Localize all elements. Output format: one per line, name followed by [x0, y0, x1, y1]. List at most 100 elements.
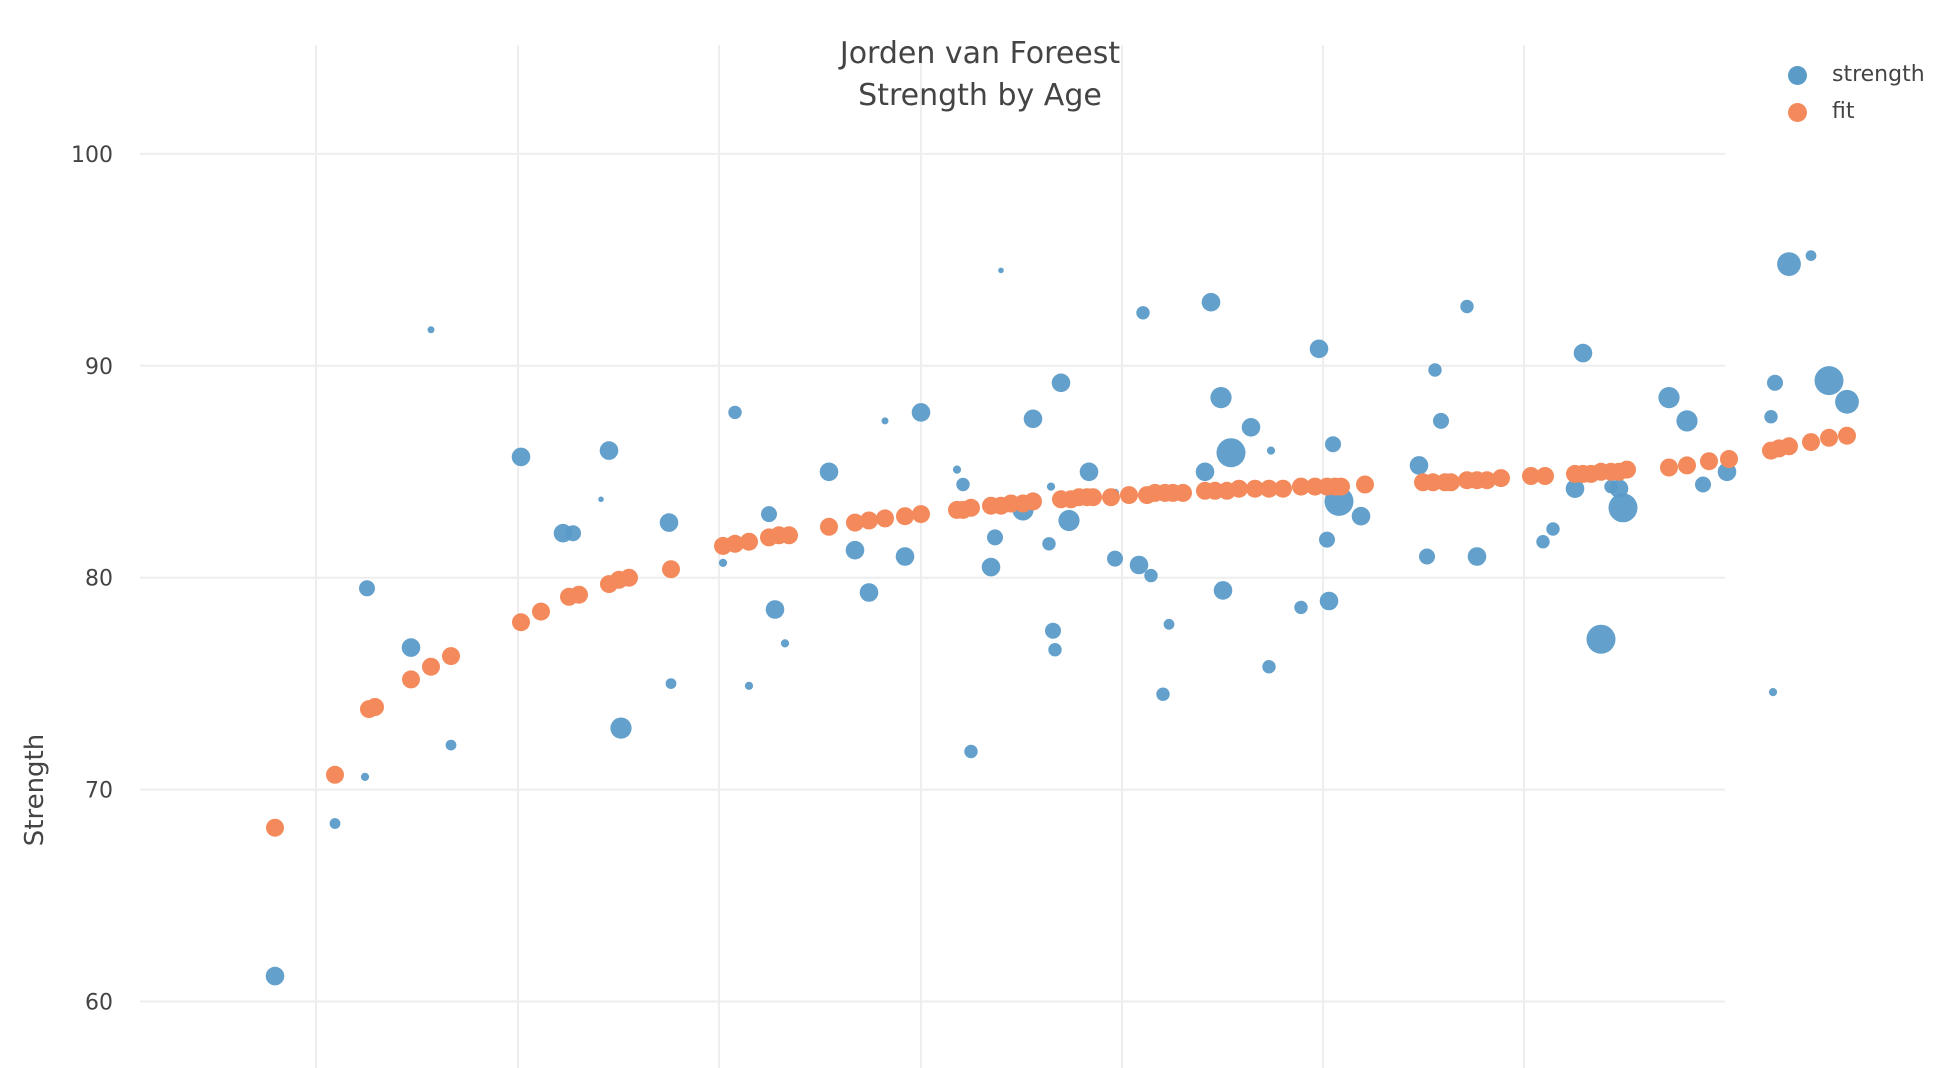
strength-point[interactable]: [895, 547, 915, 566]
strength-point[interactable]: [1814, 366, 1844, 396]
strength-point[interactable]: [780, 639, 790, 648]
strength-point[interactable]: [329, 818, 341, 829]
fit-point[interactable]: [740, 532, 758, 551]
strength-point[interactable]: [659, 513, 679, 532]
strength-point[interactable]: [819, 462, 839, 482]
strength-point[interactable]: [1409, 456, 1429, 475]
strength-point[interactable]: [1195, 462, 1215, 482]
fit-point[interactable]: [1120, 486, 1138, 505]
strength-point[interactable]: [1144, 568, 1158, 583]
strength-point[interactable]: [610, 717, 632, 739]
strength-point[interactable]: [1213, 581, 1233, 600]
fit-point[interactable]: [1332, 477, 1350, 496]
legend[interactable]: strength fit: [1780, 60, 1950, 134]
strength-point[interactable]: [1051, 373, 1071, 393]
strength-point[interactable]: [598, 496, 604, 503]
strength-point[interactable]: [728, 405, 742, 420]
fit-point[interactable]: [422, 657, 440, 676]
fit-point[interactable]: [1478, 471, 1496, 490]
fit-point[interactable]: [570, 585, 588, 604]
strength-point[interactable]: [1042, 537, 1056, 551]
fit-point[interactable]: [1838, 426, 1856, 445]
strength-point[interactable]: [845, 540, 865, 560]
strength-point[interactable]: [1768, 688, 1778, 697]
legend-item-fit[interactable]: fit: [1780, 97, 1950, 134]
strength-point[interactable]: [1573, 343, 1593, 363]
strength-point[interactable]: [744, 681, 754, 690]
fit-point[interactable]: [1618, 460, 1636, 479]
strength-point[interactable]: [765, 600, 785, 619]
strength-point[interactable]: [1058, 509, 1080, 532]
fit-point[interactable]: [820, 517, 838, 536]
strength-point[interactable]: [1546, 522, 1560, 536]
fit-point[interactable]: [402, 670, 420, 689]
fit-point[interactable]: [876, 509, 894, 528]
strength-point[interactable]: [1767, 374, 1783, 391]
fit-point[interactable]: [1780, 437, 1798, 456]
strength-point[interactable]: [1129, 555, 1149, 575]
fit-point[interactable]: [662, 560, 680, 579]
strength-point[interactable]: [1294, 600, 1308, 615]
strength-point[interactable]: [1046, 482, 1056, 491]
strength-point[interactable]: [1565, 479, 1585, 499]
strength-point[interactable]: [427, 326, 435, 334]
strength-point[interactable]: [1319, 591, 1339, 611]
fit-point[interactable]: [366, 698, 384, 716]
strength-point[interactable]: [911, 403, 931, 422]
fit-point[interactable]: [1356, 475, 1374, 494]
fit-point[interactable]: [1820, 428, 1838, 447]
strength-point[interactable]: [1216, 438, 1246, 468]
strength-point[interactable]: [1309, 339, 1329, 359]
strength-point[interactable]: [1262, 660, 1276, 674]
strength-point[interactable]: [1460, 299, 1474, 314]
fit-point[interactable]: [1230, 479, 1248, 498]
strength-point[interactable]: [1658, 387, 1680, 409]
strength-point[interactable]: [1210, 387, 1232, 409]
strength-point[interactable]: [1433, 412, 1449, 429]
strength-point[interactable]: [1266, 446, 1276, 455]
fit-point[interactable]: [726, 534, 744, 553]
fit-point[interactable]: [1274, 479, 1292, 498]
strength-point[interactable]: [1045, 622, 1061, 639]
fit-point[interactable]: [1024, 492, 1042, 511]
fit-point[interactable]: [1102, 488, 1120, 507]
strength-point[interactable]: [1536, 535, 1550, 549]
strength-point[interactable]: [360, 772, 370, 782]
strength-point[interactable]: [665, 678, 677, 689]
fit-point[interactable]: [912, 505, 930, 524]
strength-point[interactable]: [445, 739, 457, 751]
fit-point[interactable]: [266, 818, 284, 837]
strength-point[interactable]: [1163, 618, 1175, 630]
fit-point[interactable]: [442, 647, 460, 666]
strength-point[interactable]: [401, 638, 421, 657]
fit-point[interactable]: [962, 498, 980, 517]
strength-point[interactable]: [1319, 531, 1335, 548]
fit-point[interactable]: [512, 613, 530, 632]
strength-point[interactable]: [1136, 306, 1150, 320]
fit-point[interactable]: [846, 513, 864, 532]
strength-point[interactable]: [1241, 418, 1261, 437]
strength-point[interactable]: [1419, 548, 1435, 565]
strength-point[interactable]: [265, 966, 285, 986]
fit-point[interactable]: [1292, 477, 1310, 496]
fit-point[interactable]: [896, 507, 914, 526]
fit-point[interactable]: [620, 568, 638, 587]
fit-point[interactable]: [780, 526, 798, 545]
fit-point[interactable]: [860, 511, 878, 530]
strength-point[interactable]: [1586, 624, 1616, 654]
fit-point[interactable]: [326, 765, 344, 784]
strength-point[interactable]: [1805, 250, 1817, 261]
fit-point[interactable]: [1536, 467, 1554, 485]
strength-point[interactable]: [718, 558, 728, 568]
strength-point[interactable]: [761, 506, 777, 523]
strength-point[interactable]: [981, 557, 1001, 577]
strength-point[interactable]: [1467, 547, 1487, 566]
fit-point[interactable]: [1442, 473, 1460, 492]
fit-point[interactable]: [1084, 488, 1102, 507]
strength-point[interactable]: [565, 525, 581, 542]
strength-point[interactable]: [511, 447, 531, 467]
strength-point[interactable]: [599, 441, 619, 460]
strength-point[interactable]: [964, 744, 978, 759]
strength-point[interactable]: [956, 477, 970, 492]
fit-point[interactable]: [1678, 456, 1696, 475]
